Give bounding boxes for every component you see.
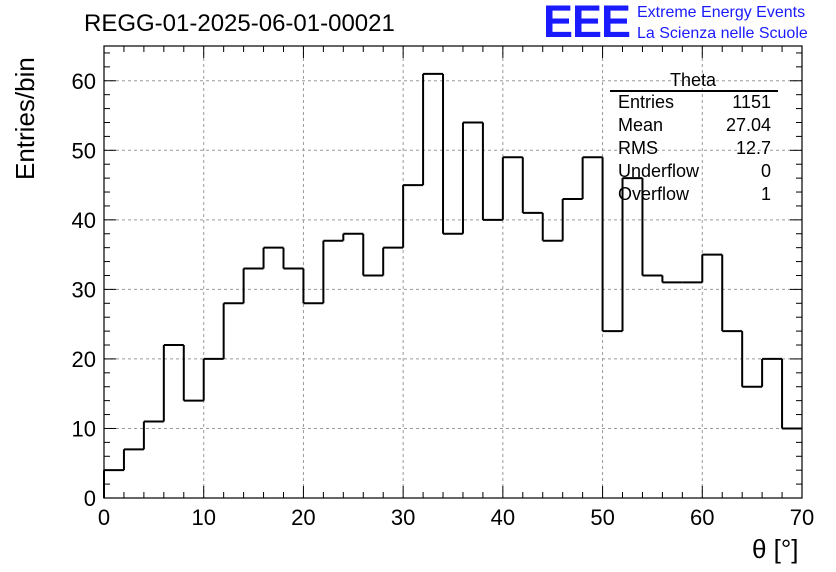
histogram-bin <box>362 233 384 277</box>
stats-row-underflow: Underflow 0 <box>618 161 771 183</box>
logo-text-line2: La Scienza nelle Scuole <box>637 25 808 42</box>
y-tick-label: 10 <box>72 416 96 441</box>
histogram-bin <box>402 184 424 248</box>
logo-text-line1: Extreme Energy Events <box>637 4 806 21</box>
histogram-bin <box>501 156 523 220</box>
histogram-bin <box>481 122 503 221</box>
y-tick-label: 0 <box>84 486 96 511</box>
y-tick-label: 50 <box>72 138 96 163</box>
plot-frame <box>103 45 803 499</box>
x-tick-label: 50 <box>590 505 614 530</box>
histogram-bin <box>122 448 144 471</box>
histogram-bin <box>242 267 264 304</box>
histogram-bin <box>701 253 723 283</box>
stats-row-mean: Mean 27.04 <box>618 115 771 137</box>
x-tick-label: 60 <box>690 505 714 530</box>
histogram-bin <box>442 73 463 235</box>
histogram-bin <box>781 358 802 430</box>
histogram-bin <box>222 302 244 359</box>
x-tick-label: 0 <box>98 505 110 530</box>
stats-value: 0 <box>760 161 771 181</box>
stats-label: Overflow <box>618 184 690 204</box>
histogram-bin <box>182 345 204 402</box>
histogram-bin <box>262 246 284 269</box>
stats-label: RMS <box>618 138 658 158</box>
histogram-bin <box>641 178 663 277</box>
y-axis-label: Entries/bin <box>10 57 40 180</box>
chart-title: REGG-01-2025-06-01-00021 <box>84 10 395 37</box>
histogram-bin <box>561 197 583 241</box>
stats-box: Theta Entries 1151 Mean 27.04 RMS 12.7 U… <box>608 70 778 210</box>
histogram-bin <box>721 254 743 333</box>
stats-label: Mean <box>618 115 664 135</box>
stats-label: Entries <box>618 92 675 112</box>
histogram-bin <box>322 239 344 304</box>
stats-divider <box>610 90 778 92</box>
y-tick-label: 20 <box>72 347 96 372</box>
eee-logo-mark: EEE <box>543 0 631 47</box>
histogram-bin <box>382 246 404 276</box>
x-tick-label: 30 <box>391 505 415 530</box>
y-tick-label: 40 <box>72 208 96 233</box>
x-tick-label: 70 <box>790 505 814 530</box>
histogram-bin <box>461 121 483 234</box>
histogram-bin <box>142 420 164 450</box>
x-tick-label: 40 <box>491 505 515 530</box>
histogram-bin <box>661 275 683 284</box>
histogram-bin <box>621 177 643 332</box>
histogram-bin <box>521 157 543 214</box>
histogram-bin <box>162 344 184 422</box>
y-tick-label: 60 <box>72 69 96 94</box>
histogram-bin <box>581 156 603 199</box>
stats-title: Theta <box>669 70 717 90</box>
histogram-bin <box>741 331 763 388</box>
eee-logo: EEE Extreme Energy Events La Scienza nel… <box>543 0 833 47</box>
stats-row-overflow: Overflow 1 <box>618 184 771 206</box>
histogram-bin <box>422 72 444 186</box>
histogram-bin <box>601 157 623 333</box>
histogram-bin <box>282 247 304 270</box>
x-tick-label: 20 <box>291 505 315 530</box>
histogram-bin <box>342 232 364 241</box>
stats-row-rms: RMS 12.7 <box>618 138 771 160</box>
histogram-bin <box>202 357 224 401</box>
axis-ticks <box>103 46 803 499</box>
histogram-bin <box>761 357 783 387</box>
stats-label: Underflow <box>618 161 700 181</box>
histogram-bin <box>302 268 324 305</box>
histogram-bin <box>541 212 563 242</box>
x-axis-label: θ [°] <box>752 534 799 564</box>
stats-value: 1 <box>760 184 771 204</box>
stats-value: 12.7 <box>735 138 771 158</box>
axes-frame <box>103 45 803 499</box>
stats-value: 1151 <box>732 92 771 112</box>
stats-row-entries: Entries 1151 <box>618 92 771 114</box>
stats-value: 27.04 <box>725 115 771 135</box>
x-tick-label: 10 <box>191 505 215 530</box>
y-tick-label: 30 <box>72 277 96 302</box>
